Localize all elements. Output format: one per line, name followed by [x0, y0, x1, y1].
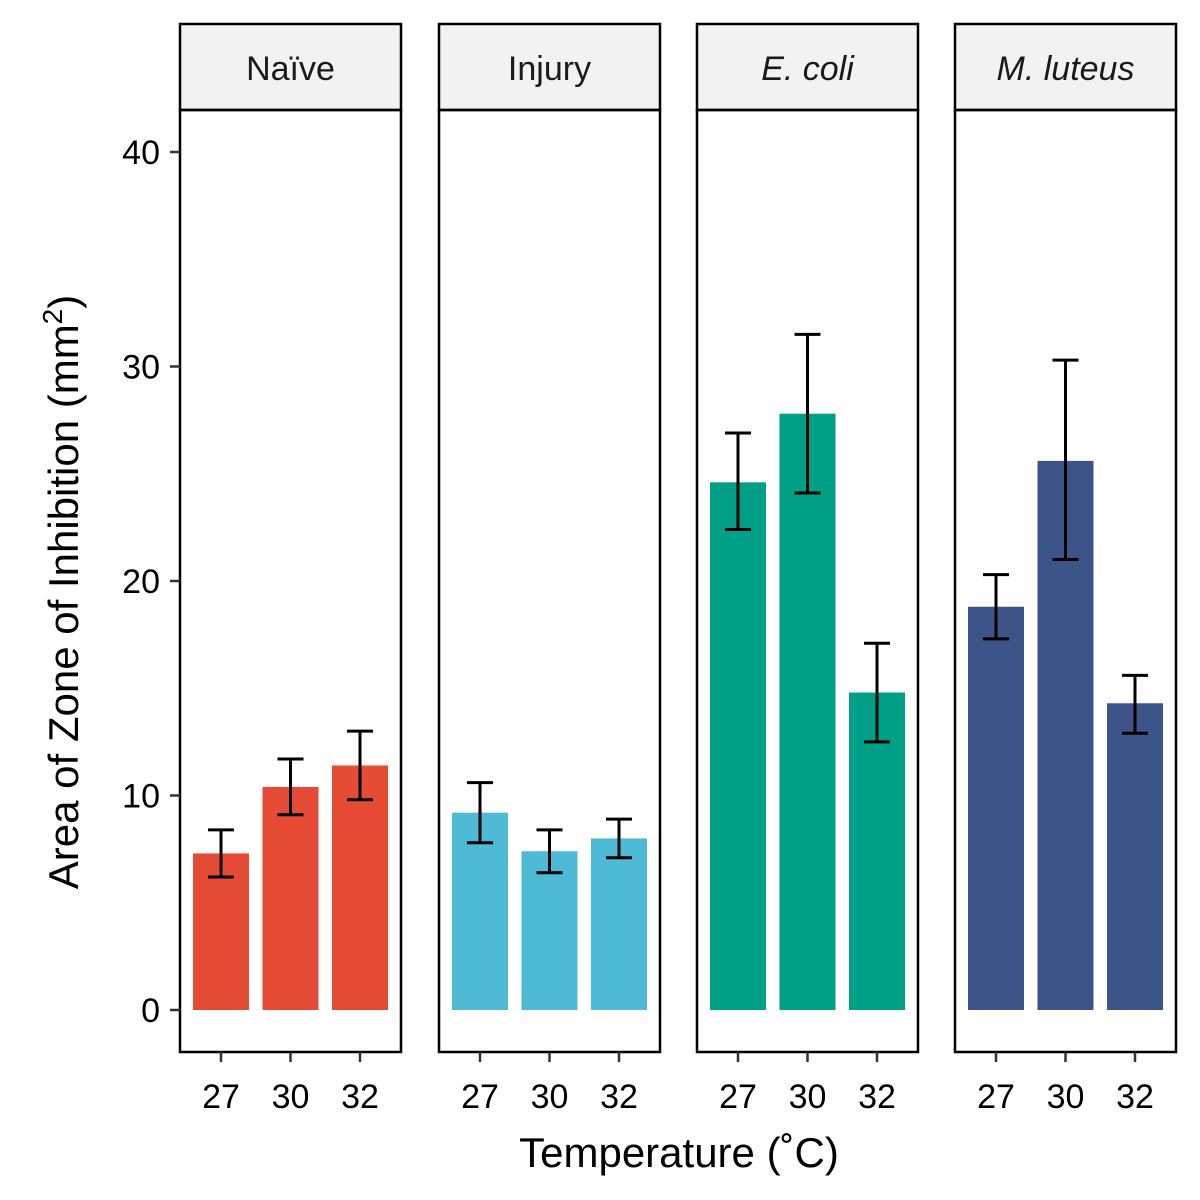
x-tick-label: 32 [1116, 1078, 1154, 1116]
error-bar [277, 757, 304, 817]
x-tick-label: 30 [789, 1078, 827, 1116]
facet-label: Naïve [246, 50, 335, 88]
x-tick-label: 32 [341, 1078, 379, 1116]
x-tick-label: 32 [858, 1078, 896, 1116]
facet-strip [178, 22, 403, 112]
x-axis-title: Temperature (˚C) [519, 1129, 839, 1176]
error-bar [208, 828, 234, 879]
facet-panel-2: Injury 27 30 32 [437, 22, 662, 1116]
facet-label: Injury [508, 50, 591, 88]
y-tick-label: 30 [122, 349, 160, 387]
facet-label: E. coli [761, 50, 855, 88]
error-bar [794, 332, 821, 495]
bar [591, 838, 647, 1010]
x-tick-label: 30 [531, 1078, 569, 1116]
error-bar [347, 729, 373, 802]
bar [710, 482, 766, 1011]
bar [521, 851, 578, 1010]
bar [849, 692, 905, 1010]
error-bar [725, 431, 751, 532]
error-bar [1122, 673, 1148, 735]
y-axis: 0 10 20 30 40 [122, 134, 180, 1030]
facet-label: M. luteus [997, 50, 1135, 88]
x-tick-label: 27 [977, 1078, 1015, 1116]
y-tick-label: 10 [122, 778, 160, 816]
y-tick-label: 0 [141, 992, 160, 1030]
y-axis-title-superscript: 2 [37, 309, 68, 325]
y-axis-title-main: Area of Zone of Inhibition (mm [40, 324, 87, 889]
facet-strip [953, 22, 1178, 112]
error-bar [1052, 358, 1079, 562]
bar [452, 812, 508, 1010]
error-bar [864, 641, 890, 744]
bar [779, 413, 836, 1010]
facet-strip [695, 22, 920, 112]
bar [1107, 703, 1163, 1010]
x-tick-label: 27 [719, 1078, 757, 1116]
x-tick-label: 30 [272, 1078, 310, 1116]
facet-panel-4: M. luteus 27 30 32 [953, 22, 1178, 1116]
error-bar [983, 573, 1009, 641]
x-tick-label: 32 [600, 1078, 638, 1116]
bar [193, 853, 249, 1010]
x-tick-label: 27 [461, 1078, 499, 1116]
error-bar [536, 828, 563, 875]
bar [262, 786, 319, 1010]
bar [332, 765, 388, 1010]
y-tick-label: 40 [122, 134, 160, 172]
facet-panel-1: Naïve 27 30 32 [178, 22, 403, 1116]
error-bar [606, 817, 632, 860]
error-bar [467, 781, 493, 845]
y-axis-title: Area of Zone of Inhibition (mm2) [37, 295, 87, 890]
x-tick-label: 27 [202, 1078, 240, 1116]
facet-panel-3: E. coli 27 30 32 [695, 22, 920, 1116]
y-tick-label: 20 [122, 563, 160, 601]
y-axis-title-close: ) [40, 295, 87, 309]
bar [968, 606, 1024, 1010]
x-tick-label: 30 [1047, 1078, 1085, 1116]
